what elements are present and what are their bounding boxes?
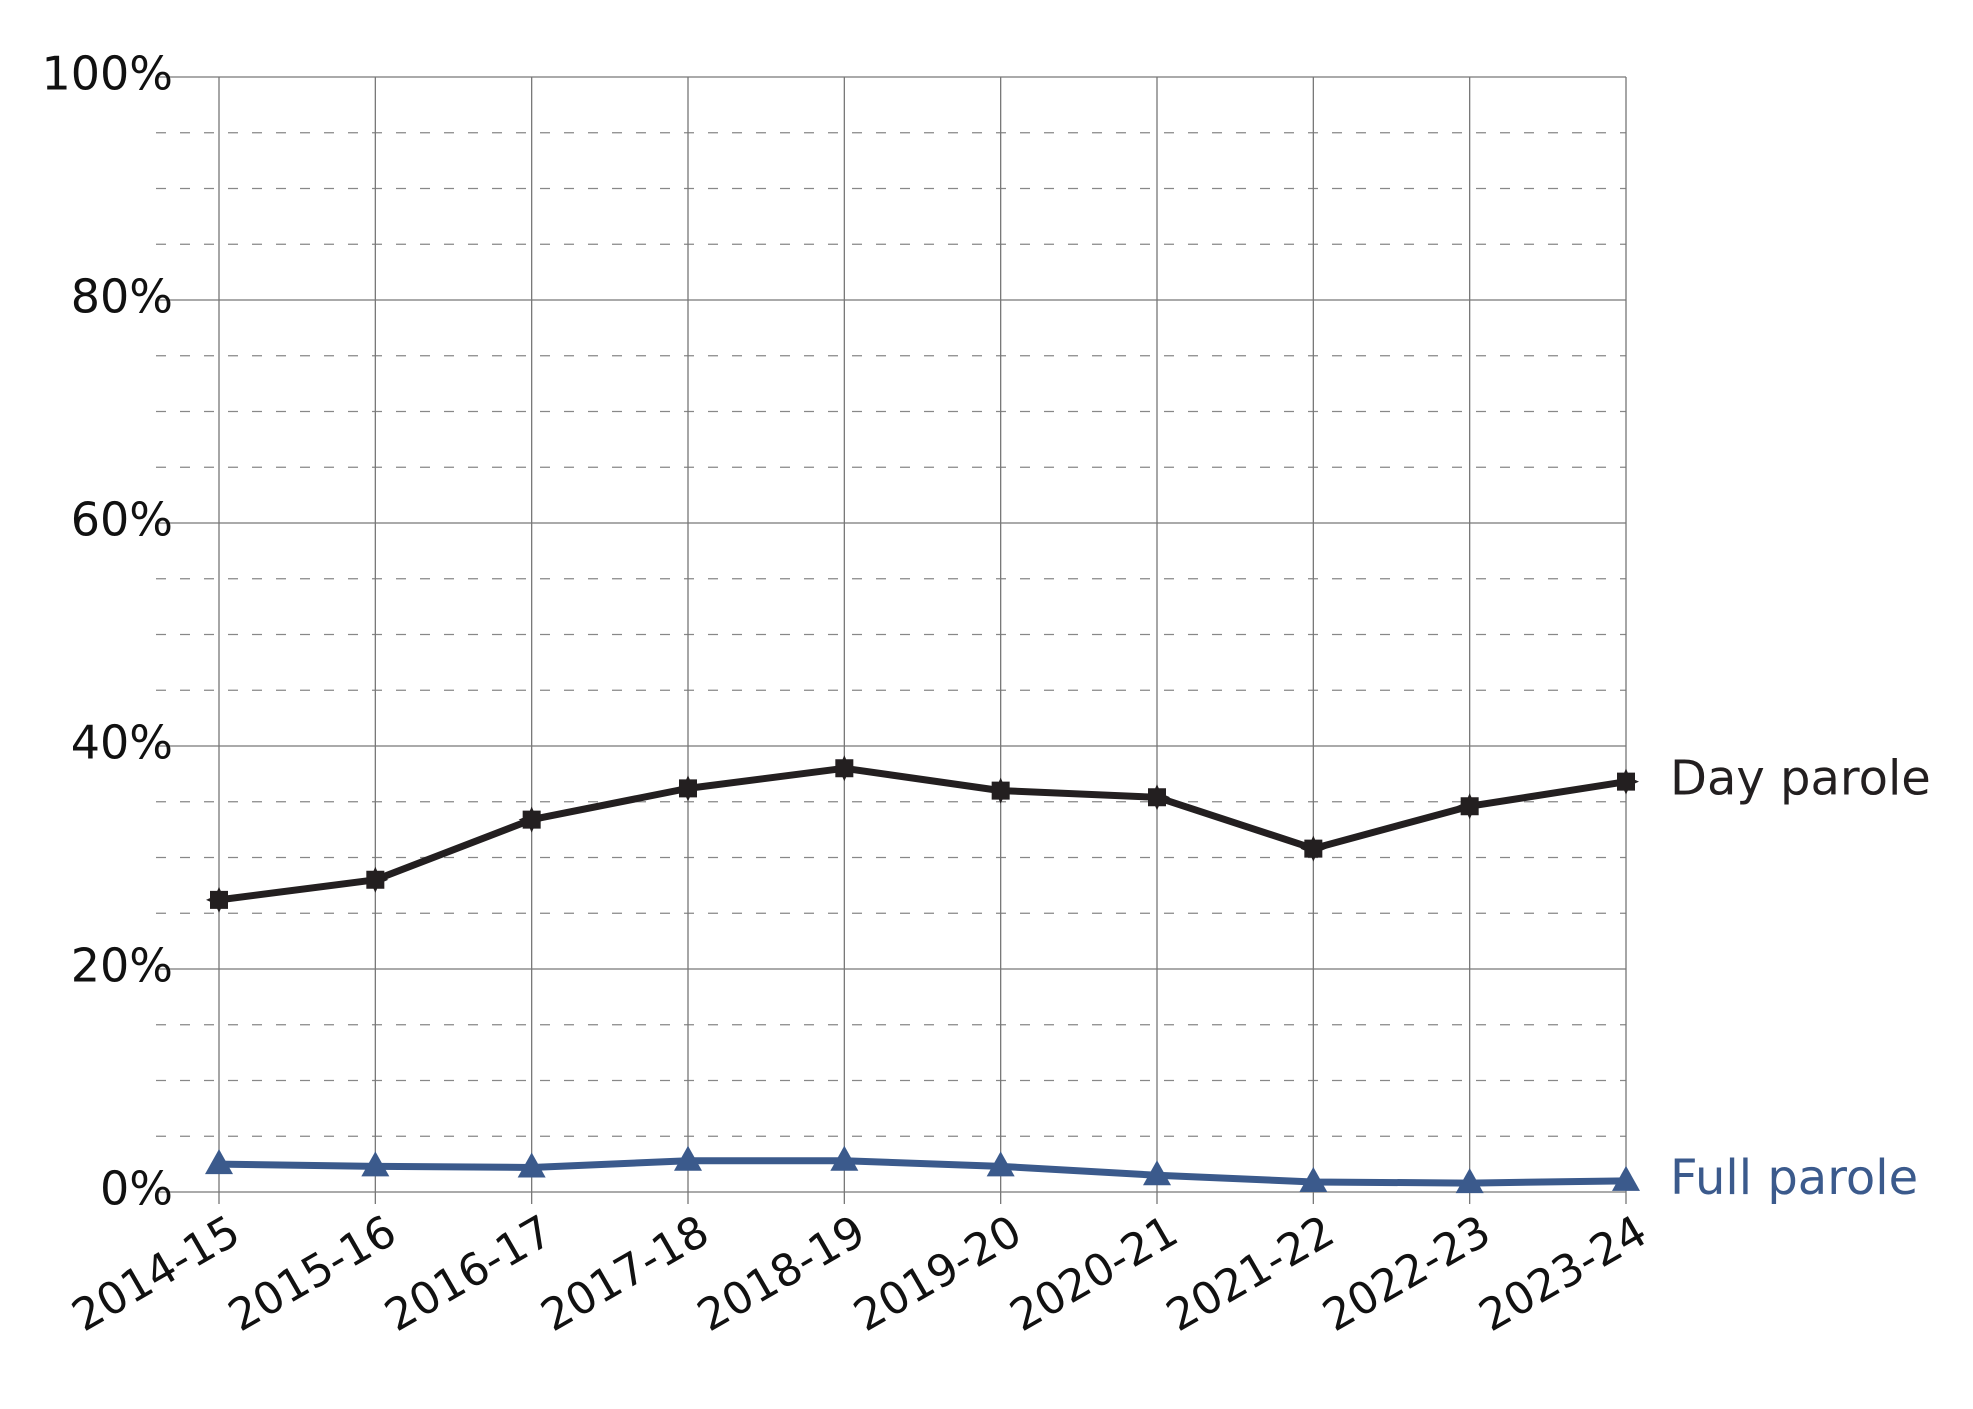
- marker: [1455, 1168, 1484, 1194]
- marker: [1143, 1160, 1171, 1186]
- marker: [1300, 835, 1327, 862]
- series-label: Day parole: [1670, 751, 1931, 807]
- marker: [362, 866, 389, 893]
- x-tick-label: 2018-19: [689, 1206, 874, 1342]
- marker: [1144, 784, 1170, 811]
- y-tick-label: 40%: [71, 716, 173, 770]
- marker: [1613, 768, 1639, 795]
- series-line: [218, 1157, 1627, 1187]
- series-line: [218, 764, 1627, 904]
- x-tick-label: 2022-23: [1314, 1206, 1499, 1342]
- marker: [675, 775, 701, 802]
- x-tick-label: 2015-16: [220, 1206, 405, 1342]
- marker: [674, 1145, 702, 1171]
- x-tick-label: 2014-15: [64, 1206, 249, 1342]
- x-tick-label: 2020-21: [1002, 1206, 1187, 1342]
- marker: [518, 806, 545, 833]
- marker: [831, 755, 858, 782]
- y-tick-label: 80%: [71, 270, 173, 324]
- x-tick-label: 2019-20: [845, 1206, 1030, 1342]
- marker: [361, 1151, 390, 1177]
- marker: [987, 777, 1014, 804]
- x-tick-label: 2016-17: [376, 1206, 561, 1342]
- x-tick-label: 2023-24: [1471, 1206, 1656, 1342]
- x-tick-label: 2021-22: [1158, 1206, 1343, 1342]
- marker: [205, 1149, 233, 1175]
- y-tick-label: 100%: [41, 47, 173, 101]
- marker: [517, 1152, 546, 1178]
- y-tick-label: 0%: [100, 1162, 173, 1216]
- marker: [1456, 793, 1483, 820]
- y-tick-label: 20%: [71, 939, 173, 993]
- y-tick-label: 60%: [71, 493, 173, 547]
- marker: [1612, 1165, 1640, 1191]
- marker: [206, 886, 232, 913]
- marker: [830, 1145, 859, 1171]
- series-label: Full parole: [1670, 1150, 1918, 1206]
- marker: [986, 1151, 1015, 1177]
- x-tick-label: 2017-18: [533, 1206, 718, 1342]
- marker: [1299, 1166, 1328, 1192]
